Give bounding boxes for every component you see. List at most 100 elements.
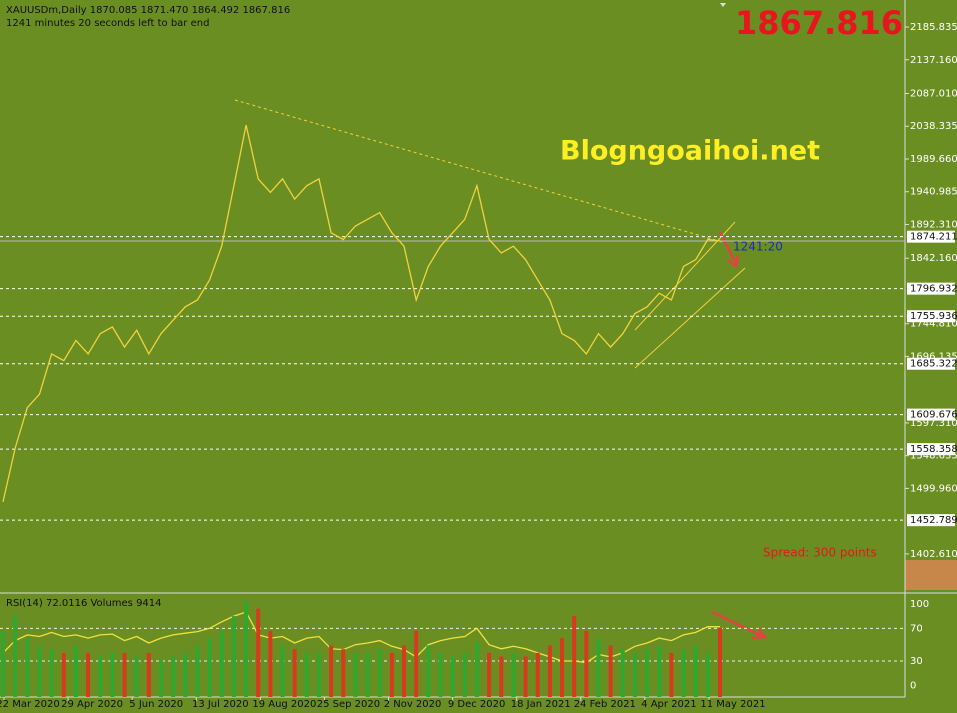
volume-bar <box>73 645 78 697</box>
level-box <box>907 230 955 243</box>
volume-bar <box>316 652 321 697</box>
y-tick-label: 1597.310 <box>910 418 957 429</box>
volume-bar <box>110 652 115 697</box>
level-label: 1874.211 <box>910 232 957 243</box>
volume-bar <box>499 656 504 697</box>
volume-bar <box>98 656 103 697</box>
volume-bar <box>37 645 42 697</box>
volume-bar <box>292 649 297 697</box>
volume-bar <box>718 627 722 697</box>
volume-bar <box>219 630 224 697</box>
level-label: 1558.358 <box>910 444 957 455</box>
icon <box>720 3 726 7</box>
volume-bar <box>487 652 492 697</box>
volume-bar <box>669 652 674 697</box>
x-tick-label: 18 Jan 2021 <box>511 699 571 710</box>
y-tick-label: 1548.635 <box>910 451 957 462</box>
x-tick-label: 19 Aug 2020 <box>252 699 316 710</box>
y-tick-label: 70 <box>910 623 923 634</box>
x-tick-label: 24 Feb 2021 <box>574 699 636 710</box>
volume-bar <box>426 645 431 697</box>
x-tick-label: 22 Mar 2020 <box>0 699 60 710</box>
level-label: 1609.676 <box>910 410 957 421</box>
arrow <box>711 610 768 640</box>
volume-bar <box>389 652 394 697</box>
volume-bar <box>256 608 261 697</box>
volume-bar <box>86 652 91 697</box>
x-tick-label: 4 Apr 2021 <box>641 699 696 710</box>
volume-bar <box>49 649 54 697</box>
volume-bar <box>183 652 188 697</box>
volume-bar <box>462 652 467 697</box>
volume-bar <box>681 649 686 697</box>
volume-bar <box>705 652 710 697</box>
volume-bar <box>560 638 565 697</box>
y-tick-label: 2038.335 <box>910 121 957 132</box>
volume-bar <box>244 601 249 697</box>
volume-bar <box>280 645 285 697</box>
x-tick-label: 5 Jun 2020 <box>129 699 183 710</box>
price-display: 1867.816 <box>735 4 903 42</box>
volume-bar <box>523 656 528 697</box>
volume-bar <box>450 656 455 697</box>
level-label: 1796.932 <box>910 284 957 295</box>
x-tick-label: 29 Apr 2020 <box>61 699 123 710</box>
level-box <box>907 408 955 421</box>
volume-bar <box>122 652 127 697</box>
chart-title: XAUUSDm,Daily 1870.085 1871.470 1864.492… <box>6 5 290 16</box>
y-tick-label: 1696.135 <box>910 351 957 362</box>
y-tick-label: 1842.160 <box>910 253 957 264</box>
y-tick-label: 2185.835 <box>910 22 957 33</box>
y-tick-label: 100 <box>910 599 929 610</box>
volume-bar <box>341 649 346 697</box>
x-tick-label: 25 Sep 2020 <box>317 699 380 710</box>
volume-bar <box>268 630 273 697</box>
volume-bar <box>414 630 419 697</box>
level-zone <box>905 560 957 590</box>
y-tick-label: 1940.985 <box>910 187 957 198</box>
volume-bar <box>402 645 407 697</box>
volume-bar <box>608 645 613 697</box>
watermark: Blogngoaihoi.net <box>560 136 820 167</box>
x-tick-label: 9 Dec 2020 <box>448 699 506 710</box>
volume-bar <box>377 649 382 697</box>
spread: Spread: 300 points <box>763 546 877 560</box>
channel-line <box>634 221 736 331</box>
volume-bar <box>535 652 540 697</box>
volume-bar <box>632 652 637 697</box>
volume-bar <box>693 645 698 697</box>
y-tick-label: 30 <box>910 656 923 667</box>
y-tick-label: 1989.660 <box>910 154 957 165</box>
x-tick-label: 2 Nov 2020 <box>384 699 442 710</box>
volume-bar <box>329 645 334 697</box>
volume-bar <box>231 616 236 697</box>
y-tick-label: 1402.610 <box>910 549 957 560</box>
volume-bar <box>61 652 66 697</box>
level-box <box>907 282 955 295</box>
volume-bar <box>584 630 589 697</box>
trend-line <box>234 99 723 243</box>
volume-bar <box>195 645 200 697</box>
volume-bar <box>645 649 650 697</box>
volume-bar <box>207 638 212 697</box>
y-tick-label: 2087.010 <box>910 89 957 100</box>
level-box <box>907 443 955 456</box>
level-box <box>907 514 955 527</box>
level-label: 1685.322 <box>910 359 957 370</box>
chart-subtitle: 1241 minutes 20 seconds left to bar end <box>6 18 209 29</box>
y-tick-label: 1499.960 <box>910 483 957 494</box>
volume-bar <box>25 638 30 697</box>
volume-bar <box>304 652 309 697</box>
level-box <box>907 357 955 370</box>
volume-bar <box>620 649 625 697</box>
volume-bar <box>146 652 151 697</box>
volume-bar <box>158 660 163 697</box>
x-tick-label: 11 May 2021 <box>700 699 765 710</box>
price-line <box>2 124 721 503</box>
y-tick-label: 1744.810 <box>910 319 957 330</box>
volume-bar <box>1 630 5 697</box>
volume-bar <box>353 652 358 697</box>
volume-bar <box>134 656 139 697</box>
volume-bar <box>171 656 176 697</box>
